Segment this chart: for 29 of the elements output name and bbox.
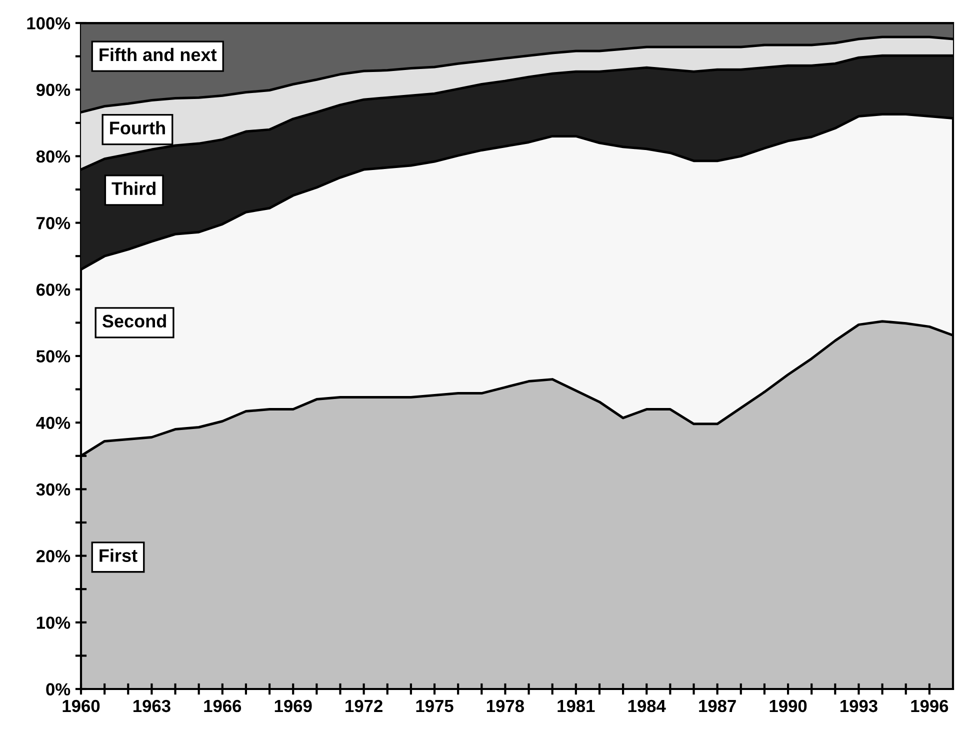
x-tick-label: 1981 bbox=[558, 700, 595, 712]
y-tick-label: 30% bbox=[36, 483, 70, 496]
series-label: Fifth and next bbox=[100, 48, 217, 62]
series-label: Third bbox=[112, 182, 156, 196]
x-tick-label: 1975 bbox=[416, 700, 454, 712]
x-tick-label: 1966 bbox=[204, 700, 242, 712]
x-tick-label: 1960 bbox=[62, 700, 100, 712]
x-tick-label: 1969 bbox=[274, 700, 312, 712]
x-tick-label: 1963 bbox=[133, 700, 170, 712]
x-tick-label: 1996 bbox=[911, 700, 948, 712]
y-tick-label: 50% bbox=[36, 350, 70, 362]
y-tick-label: 60% bbox=[36, 284, 70, 296]
x-tick-label: 1972 bbox=[346, 700, 382, 712]
series-label: Second bbox=[102, 314, 166, 328]
x-tick-label: 1978 bbox=[487, 700, 524, 712]
y-tick-label: 0% bbox=[46, 683, 70, 696]
x-tick-label: 1984 bbox=[628, 700, 666, 712]
series-label: Fourth bbox=[110, 121, 165, 134]
series-label: First bbox=[100, 548, 138, 562]
x-tick-label: 1987 bbox=[699, 700, 736, 712]
x-tick-label: 1990 bbox=[770, 700, 807, 712]
y-tick-label: 90% bbox=[36, 84, 70, 96]
x-tick-label: 1993 bbox=[840, 700, 878, 712]
y-tick-label: 20% bbox=[36, 550, 70, 562]
y-tick-label: 80% bbox=[36, 150, 70, 163]
y-tick-label: 10% bbox=[36, 616, 70, 629]
y-tick-label: 100% bbox=[27, 17, 70, 30]
y-tick-label: 70% bbox=[36, 216, 70, 230]
y-tick-label: 40% bbox=[36, 416, 70, 430]
